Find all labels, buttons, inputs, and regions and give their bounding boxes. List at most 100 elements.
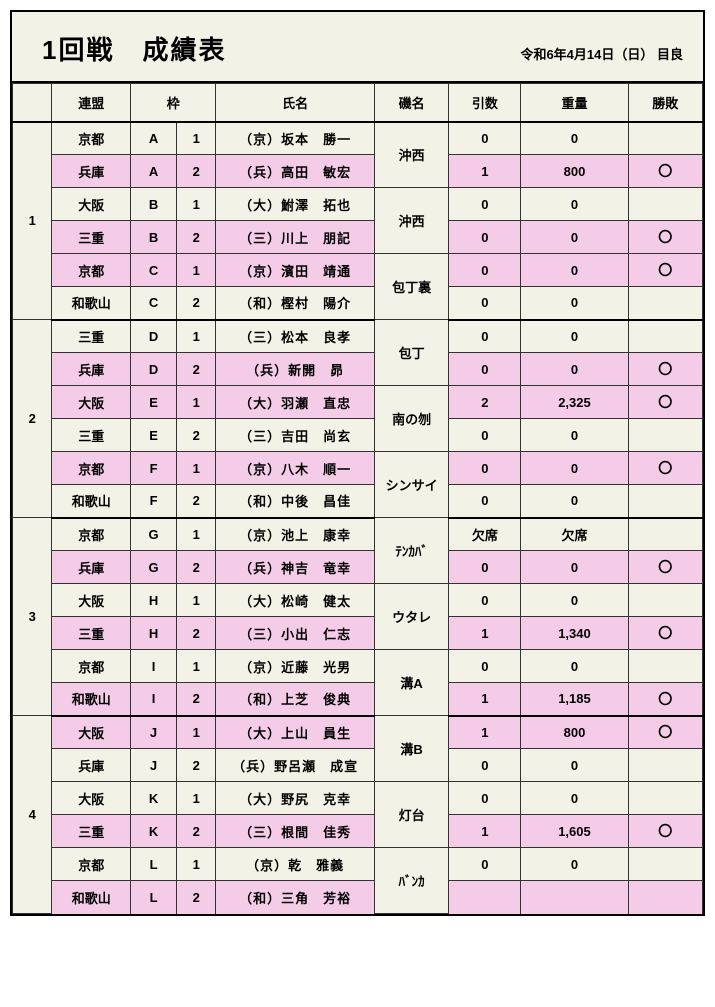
count-cell: 1 <box>449 617 521 650</box>
weight-cell: 1,185 <box>521 683 628 716</box>
weight-cell: 欠席 <box>521 518 628 551</box>
win-cell: 〇 <box>628 452 702 485</box>
win-cell <box>628 287 702 320</box>
frame-number-cell: 1 <box>177 848 216 881</box>
frame-number-cell: 1 <box>177 122 216 155</box>
group-id-cell: 3 <box>13 518 52 716</box>
name-cell: （京）八木 順一 <box>216 452 375 485</box>
table-row: 兵庫D2（兵）新開 昴00〇 <box>13 353 703 386</box>
frame-letter-cell: A <box>131 155 177 188</box>
name-cell: （三）川上 朋記 <box>216 221 375 254</box>
group-id-cell: 4 <box>13 716 52 914</box>
weight-cell: 0 <box>521 551 628 584</box>
win-cell <box>628 749 702 782</box>
weight-cell: 800 <box>521 155 628 188</box>
frame-letter-cell: F <box>131 452 177 485</box>
count-cell: 0 <box>449 188 521 221</box>
count-cell: 0 <box>449 419 521 452</box>
table-row: 4大阪J1（大）上山 員生溝B1800〇 <box>13 716 703 749</box>
weight-cell: 0 <box>521 254 628 287</box>
name-cell: （大）鮒澤 拓也 <box>216 188 375 221</box>
name-cell: （三）吉田 尚玄 <box>216 419 375 452</box>
frame-letter-cell: I <box>131 683 177 716</box>
weight-cell: 0 <box>521 650 628 683</box>
count-cell: 0 <box>449 221 521 254</box>
name-cell: （和）三角 芳裕 <box>216 881 375 914</box>
win-cell <box>628 188 702 221</box>
frame-letter-cell: H <box>131 617 177 650</box>
place-cell: 南の刎 <box>374 386 448 452</box>
frame-letter-cell: F <box>131 485 177 518</box>
name-cell: （京）近藤 光男 <box>216 650 375 683</box>
frame-number-cell: 2 <box>177 221 216 254</box>
frame-number-cell: 2 <box>177 617 216 650</box>
frame-letter-cell: G <box>131 518 177 551</box>
place-cell: 沖西 <box>374 122 448 188</box>
frame-letter-cell: H <box>131 584 177 617</box>
count-cell: 0 <box>449 452 521 485</box>
name-cell: （大）野尻 克幸 <box>216 782 375 815</box>
win-cell: 〇 <box>628 815 702 848</box>
federation-cell: 和歌山 <box>52 287 131 320</box>
table-row: 三重E2（三）吉田 尚玄00 <box>13 419 703 452</box>
frame-letter-cell: E <box>131 386 177 419</box>
federation-cell: 京都 <box>52 518 131 551</box>
federation-cell: 和歌山 <box>52 881 131 914</box>
frame-letter-cell: E <box>131 419 177 452</box>
win-cell <box>628 650 702 683</box>
name-cell: （大）松崎 健太 <box>216 584 375 617</box>
count-cell: 0 <box>449 551 521 584</box>
name-cell: （三）根間 佳秀 <box>216 815 375 848</box>
place-cell: 溝B <box>374 716 448 782</box>
frame-number-cell: 1 <box>177 254 216 287</box>
federation-cell: 兵庫 <box>52 353 131 386</box>
frame-letter-cell: D <box>131 320 177 353</box>
win-cell: 〇 <box>628 617 702 650</box>
federation-cell: 兵庫 <box>52 749 131 782</box>
frame-letter-cell: A <box>131 122 177 155</box>
table-header-row: 連盟 枠 氏名 磯名 引数 重量 勝敗 <box>13 84 703 122</box>
count-cell: 0 <box>449 650 521 683</box>
federation-cell: 大阪 <box>52 188 131 221</box>
col-win: 勝敗 <box>628 84 702 122</box>
name-cell: （和）中後 昌佳 <box>216 485 375 518</box>
federation-cell: 兵庫 <box>52 155 131 188</box>
weight-cell <box>521 881 628 914</box>
federation-cell: 三重 <box>52 617 131 650</box>
weight-cell: 0 <box>521 749 628 782</box>
weight-cell: 1,605 <box>521 815 628 848</box>
place-cell: 包丁 <box>374 320 448 386</box>
frame-number-cell: 2 <box>177 287 216 320</box>
frame-number-cell: 2 <box>177 815 216 848</box>
count-cell: 1 <box>449 683 521 716</box>
weight-cell: 0 <box>521 221 628 254</box>
results-page: 1回戦 成績表 令和6年4月14日（日） 目良 連盟 枠 氏名 磯名 引数 重量… <box>10 10 705 916</box>
col-group <box>13 84 52 122</box>
win-cell: 〇 <box>628 155 702 188</box>
frame-number-cell: 1 <box>177 716 216 749</box>
name-cell: （兵）神吉 竜幸 <box>216 551 375 584</box>
page-date: 令和6年4月14日（日） 目良 <box>520 44 683 63</box>
win-cell <box>628 848 702 881</box>
frame-letter-cell: B <box>131 221 177 254</box>
name-cell: （京）濱田 靖通 <box>216 254 375 287</box>
count-cell: 0 <box>449 782 521 815</box>
frame-number-cell: 1 <box>177 584 216 617</box>
table-row: 1京都A1（京）坂本 勝一沖西00 <box>13 122 703 155</box>
frame-number-cell: 1 <box>177 518 216 551</box>
federation-cell: 京都 <box>52 122 131 155</box>
win-cell: 〇 <box>628 716 702 749</box>
count-cell: 0 <box>449 320 521 353</box>
table-row: 京都I1（京）近藤 光男溝A00 <box>13 650 703 683</box>
table-row: 大阪B1（大）鮒澤 拓也沖西00 <box>13 188 703 221</box>
table-body: 1京都A1（京）坂本 勝一沖西00兵庫A2（兵）高田 敏宏1800〇大阪B1（大… <box>13 122 703 914</box>
win-cell: 〇 <box>628 683 702 716</box>
table-row: 京都C1（京）濱田 靖通包丁裏00〇 <box>13 254 703 287</box>
table-row: 和歌山I2（和）上芝 俊典11,185〇 <box>13 683 703 716</box>
win-cell <box>628 584 702 617</box>
weight-cell: 0 <box>521 122 628 155</box>
table-row: 2三重D1（三）松本 良孝包丁00 <box>13 320 703 353</box>
win-cell <box>628 485 702 518</box>
place-cell: ﾊﾞﾝｶ <box>374 848 448 914</box>
name-cell: （大）上山 員生 <box>216 716 375 749</box>
